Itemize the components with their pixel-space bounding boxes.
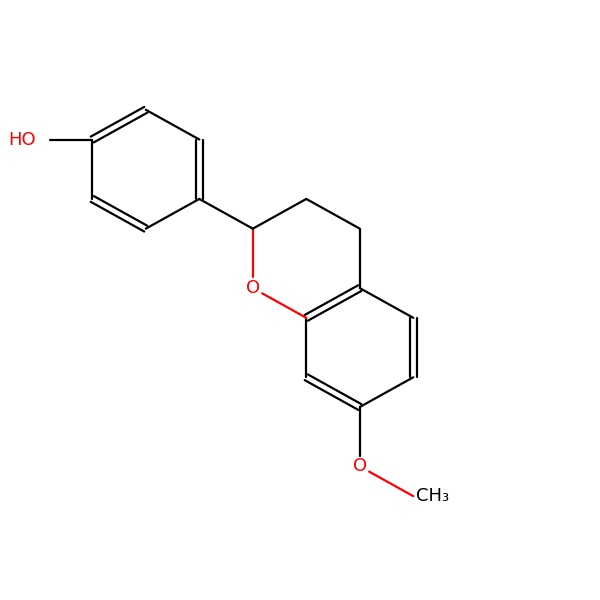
- Text: O: O: [353, 457, 367, 475]
- Text: O: O: [246, 279, 260, 297]
- Text: CH₃: CH₃: [416, 487, 449, 505]
- Text: HO: HO: [8, 131, 36, 149]
